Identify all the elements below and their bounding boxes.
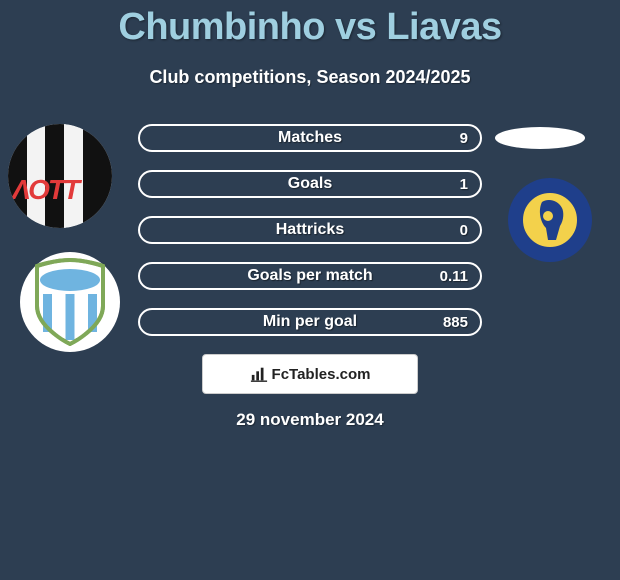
stat-row-min-per-goal: Min per goal 885	[138, 308, 482, 336]
stat-label: Matches	[278, 129, 342, 147]
comparison-title: Chumbinho vs Liavas	[0, 0, 620, 49]
stats-container: Matches 9 Goals 1 Hattricks 0 Goals per …	[138, 124, 482, 354]
player1-avatar: ΛΟΤΤ	[8, 124, 112, 228]
stat-label: Min per goal	[263, 313, 357, 331]
bar-chart-icon	[250, 365, 268, 383]
club1-shield-icon	[31, 258, 109, 346]
stat-row-matches: Matches 9	[138, 124, 482, 152]
club2-badge-icon	[518, 188, 582, 252]
player1-club-badge	[20, 252, 120, 352]
player2-club-badge	[508, 178, 592, 262]
player2-avatar	[495, 127, 585, 149]
stat-row-goals-per-match: Goals per match 0.11	[138, 262, 482, 290]
stat-label: Goals	[288, 175, 332, 193]
stat-value-right: 0	[460, 222, 468, 239]
stat-row-hattricks: Hattricks 0	[138, 216, 482, 244]
stat-row-goals: Goals 1	[138, 170, 482, 198]
stat-label: Goals per match	[247, 267, 372, 285]
brand-text: FcTables.com	[272, 366, 371, 383]
stat-value-right: 0.11	[440, 268, 468, 285]
player1-avatar-graphic: ΛΟΤΤ	[8, 124, 112, 228]
stat-value-right: 1	[460, 176, 468, 193]
snapshot-date: 29 november 2024	[0, 410, 620, 430]
stat-value-right: 9	[460, 130, 468, 147]
brand-attribution: FcTables.com	[202, 354, 418, 394]
comparison-subtitle: Club competitions, Season 2024/2025	[0, 67, 620, 88]
stat-label: Hattricks	[276, 221, 344, 239]
stat-value-right: 885	[443, 314, 468, 331]
